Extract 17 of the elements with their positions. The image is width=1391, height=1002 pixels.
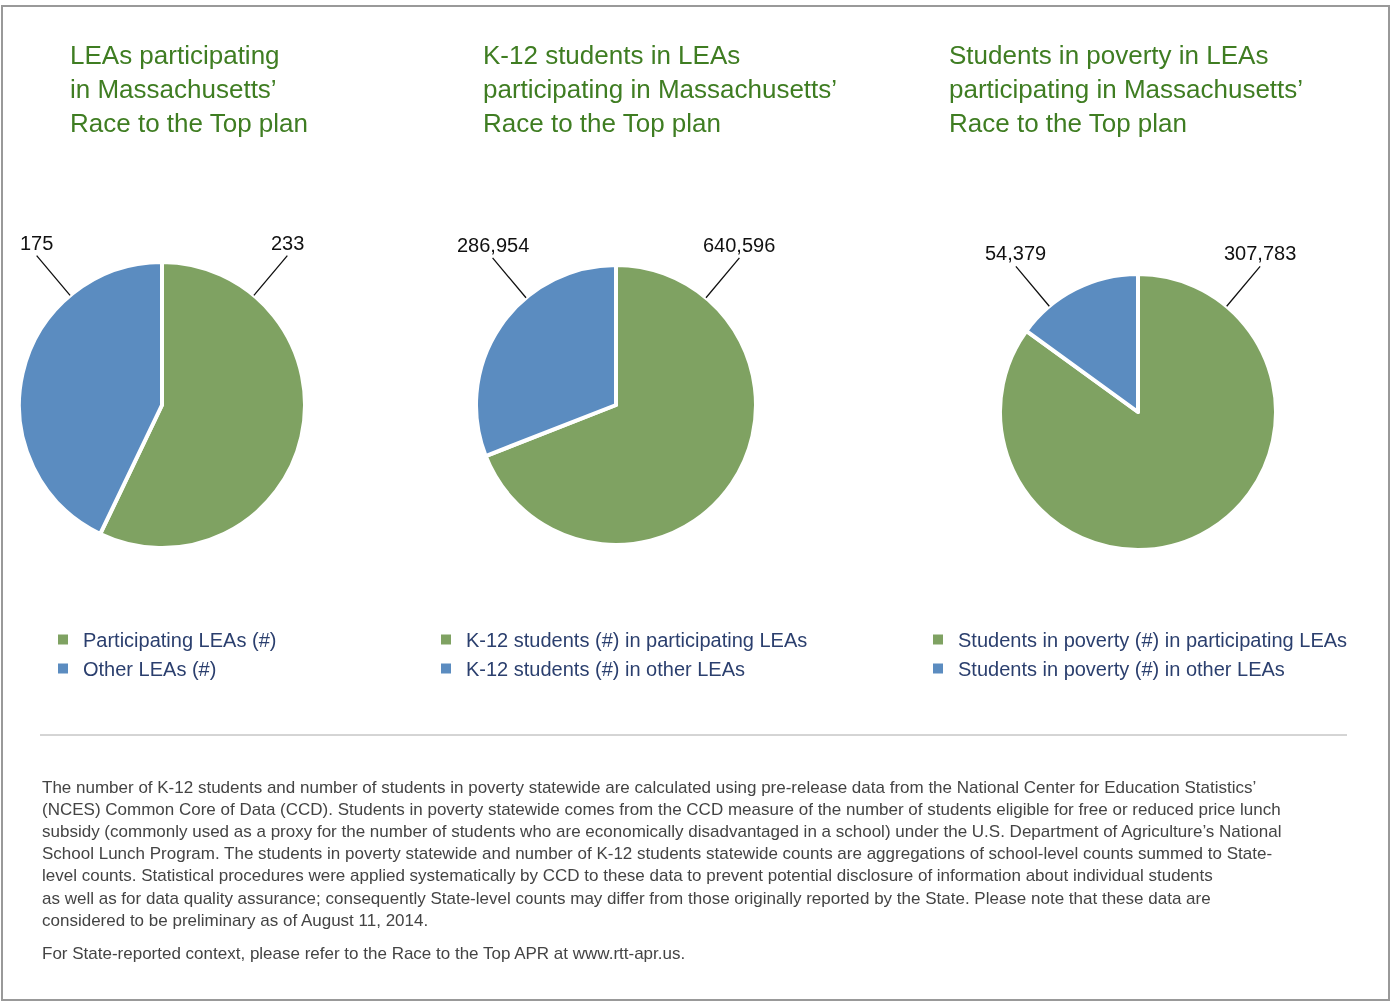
data-label: 54,379 [985, 242, 1047, 264]
text: For State-reported context, please refer to the Race to the Top APR at www.rtt-apr.us. [42, 944, 686, 963]
chart-title: K-12 students in LEAs participating in Massachusetts’ Race to the Top plan [483, 40, 838, 138]
data-label: 286,954 [457, 234, 530, 256]
legend-label: Participating LEAs (#) [83, 629, 277, 652]
data-label: 307,783 [1224, 242, 1297, 264]
chart-title: Students in poverty in LEAs participating in Massachusetts’ Race to the Top plan [949, 40, 1304, 138]
legend-label: Other LEAs (#) [83, 658, 217, 681]
legend-label: Students in poverty (#) in participating LEAs [958, 629, 1348, 652]
legend-label: K-12 students (#) in participating LEAs [466, 629, 808, 652]
data-label: 640,596 [703, 234, 776, 256]
data-label: 233 [271, 232, 305, 254]
text: The number of K-12 students and number of students in poverty statewide are calculated using pre-release data from the National Center for Education Statistics’ (NCES) Common Core of Data (CCD). Students in poverty statewide comes from the CCD measure of the number of students eligible for free or reduced price lunch subsidy (commonly used as a proxy for the number of students who are economically disadvantaged in a school) under the U.S. Department of Agriculture’s National School Lunch Program. The students in poverty statewide and number of K-12 students statewide counts are aggregations of school-level counts summed to State-level counts. Statistical procedures were applied systematically by CCD to these data to prevent potential disclosure of information about individual students as well as for data quality assurance; consequently State-level counts may differ from those originally reported by the State. Please note that these data are considered to be preliminary as of August 11, 2014. [42, 778, 1282, 930]
chart-title: LEAs participating in Massachusetts’ Race to the Top plan [70, 40, 309, 138]
legend-label: K-12 students (#) in other LEAs [466, 658, 746, 681]
legend-label: Students in poverty (#) in other LEAs [958, 658, 1285, 681]
data-label: 175 [20, 232, 54, 254]
